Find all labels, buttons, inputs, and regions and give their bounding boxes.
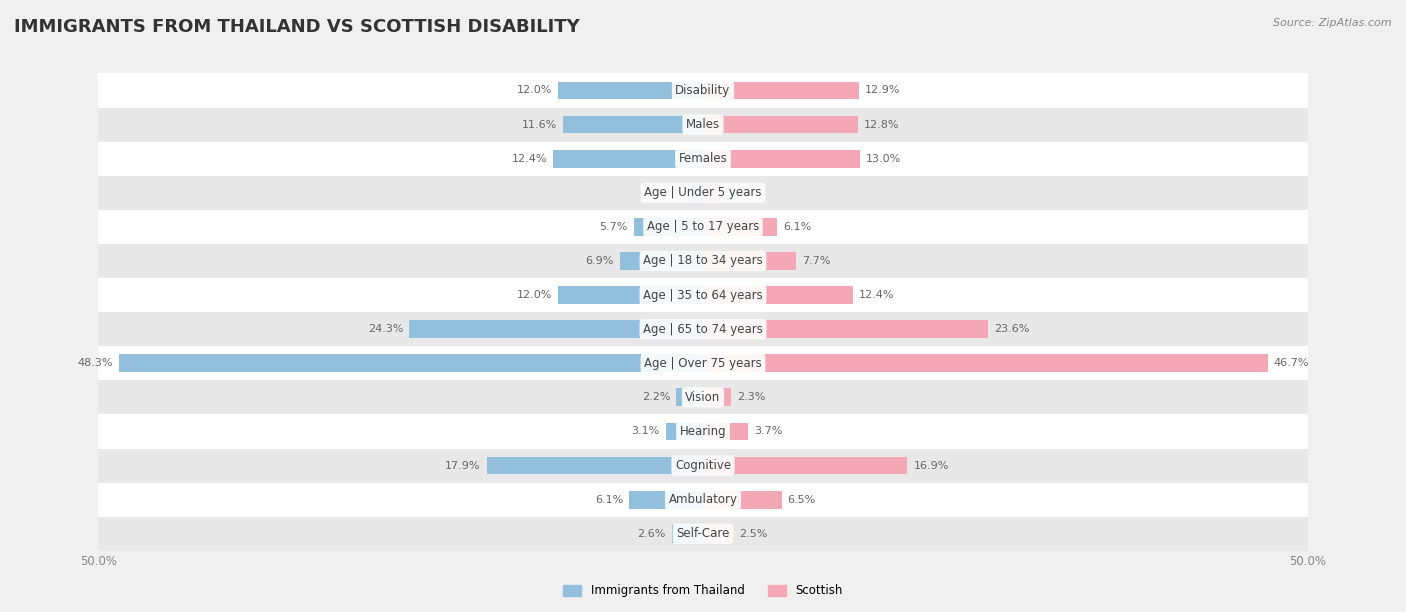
Bar	[703, 150, 860, 168]
Text: 12.9%: 12.9%	[865, 86, 900, 95]
Bar	[703, 320, 988, 338]
Bar	[553, 150, 703, 168]
Text: Self-Care: Self-Care	[676, 528, 730, 540]
Bar	[689, 184, 703, 201]
Text: 16.9%: 16.9%	[914, 461, 949, 471]
Text: 48.3%: 48.3%	[77, 358, 112, 368]
Text: Age | 18 to 34 years: Age | 18 to 34 years	[643, 255, 763, 267]
Bar	[98, 108, 1308, 141]
Bar	[703, 252, 796, 270]
Bar	[98, 210, 1308, 244]
Text: Age | 5 to 17 years: Age | 5 to 17 years	[647, 220, 759, 233]
Text: 2.3%: 2.3%	[737, 392, 765, 402]
Bar	[558, 286, 703, 304]
Text: Disability: Disability	[675, 84, 731, 97]
Text: Females: Females	[679, 152, 727, 165]
Text: 1.6%: 1.6%	[728, 188, 756, 198]
Bar	[558, 81, 703, 99]
Bar	[703, 457, 907, 474]
Bar	[98, 312, 1308, 346]
Bar	[98, 278, 1308, 312]
Text: Ambulatory: Ambulatory	[668, 493, 738, 506]
Text: 2.6%: 2.6%	[637, 529, 665, 539]
Bar	[98, 414, 1308, 449]
Text: 12.8%: 12.8%	[863, 119, 900, 130]
Bar	[562, 116, 703, 133]
Text: Cognitive: Cognitive	[675, 459, 731, 472]
Bar	[98, 517, 1308, 551]
Bar	[703, 491, 782, 509]
Bar	[98, 73, 1308, 108]
Bar	[703, 423, 748, 440]
Text: 3.1%: 3.1%	[631, 427, 659, 436]
Bar	[98, 141, 1308, 176]
Text: 12.0%: 12.0%	[516, 86, 551, 95]
Text: Age | 35 to 64 years: Age | 35 to 64 years	[643, 289, 763, 302]
Bar	[98, 244, 1308, 278]
Text: 46.7%: 46.7%	[1274, 358, 1309, 368]
Bar	[409, 320, 703, 338]
Text: 12.4%: 12.4%	[859, 290, 894, 300]
Bar	[703, 218, 776, 236]
Bar	[98, 346, 1308, 380]
Text: 5.7%: 5.7%	[599, 222, 628, 232]
Text: Males: Males	[686, 118, 720, 131]
Bar	[630, 491, 703, 509]
Text: 12.4%: 12.4%	[512, 154, 547, 163]
Text: 6.1%: 6.1%	[783, 222, 811, 232]
Bar	[703, 184, 723, 201]
Text: Age | 65 to 74 years: Age | 65 to 74 years	[643, 323, 763, 335]
Text: 7.7%: 7.7%	[803, 256, 831, 266]
Text: IMMIGRANTS FROM THAILAND VS SCOTTISH DISABILITY: IMMIGRANTS FROM THAILAND VS SCOTTISH DIS…	[14, 18, 579, 36]
Bar	[634, 218, 703, 236]
Text: 24.3%: 24.3%	[367, 324, 404, 334]
Text: 23.6%: 23.6%	[994, 324, 1029, 334]
Legend: Immigrants from Thailand, Scottish: Immigrants from Thailand, Scottish	[558, 580, 848, 602]
Bar	[676, 389, 703, 406]
Text: Vision: Vision	[685, 391, 721, 404]
Bar	[703, 81, 859, 99]
Text: 6.5%: 6.5%	[787, 494, 815, 505]
Text: 17.9%: 17.9%	[446, 461, 481, 471]
Text: Age | Over 75 years: Age | Over 75 years	[644, 357, 762, 370]
Bar	[98, 449, 1308, 483]
Bar	[98, 483, 1308, 517]
Bar	[703, 116, 858, 133]
Text: 6.1%: 6.1%	[595, 494, 623, 505]
Bar	[703, 354, 1268, 372]
Bar	[703, 389, 731, 406]
Bar	[98, 380, 1308, 414]
Bar	[620, 252, 703, 270]
Bar	[120, 354, 703, 372]
Text: 11.6%: 11.6%	[522, 119, 557, 130]
Text: Source: ZipAtlas.com: Source: ZipAtlas.com	[1274, 18, 1392, 28]
Text: 3.7%: 3.7%	[754, 427, 782, 436]
Text: 6.9%: 6.9%	[585, 256, 613, 266]
Text: Hearing: Hearing	[679, 425, 727, 438]
Bar	[703, 525, 734, 543]
Text: 1.2%: 1.2%	[654, 188, 682, 198]
Bar	[486, 457, 703, 474]
Text: 12.0%: 12.0%	[516, 290, 551, 300]
Text: 2.2%: 2.2%	[643, 392, 671, 402]
Text: Age | Under 5 years: Age | Under 5 years	[644, 186, 762, 200]
Text: 2.5%: 2.5%	[740, 529, 768, 539]
Text: 13.0%: 13.0%	[866, 154, 901, 163]
Bar	[665, 423, 703, 440]
Bar	[98, 176, 1308, 210]
Bar	[672, 525, 703, 543]
Bar	[703, 286, 853, 304]
